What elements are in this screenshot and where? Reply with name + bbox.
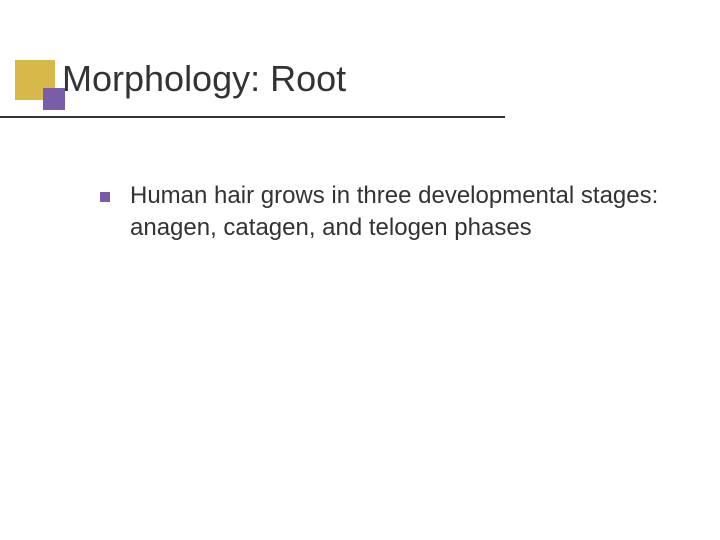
bullet-item: Human hair grows in three developmental …	[100, 180, 680, 245]
bullet-marker-icon	[100, 192, 110, 202]
bullet-text: Human hair grows in three developmental …	[130, 180, 680, 245]
slide-title: Morphology: Root	[62, 58, 346, 100]
title-underline	[0, 116, 505, 118]
slide-body: Human hair grows in three developmental …	[100, 180, 680, 245]
presentation-slide: Morphology: Root Human hair grows in thr…	[0, 0, 720, 540]
